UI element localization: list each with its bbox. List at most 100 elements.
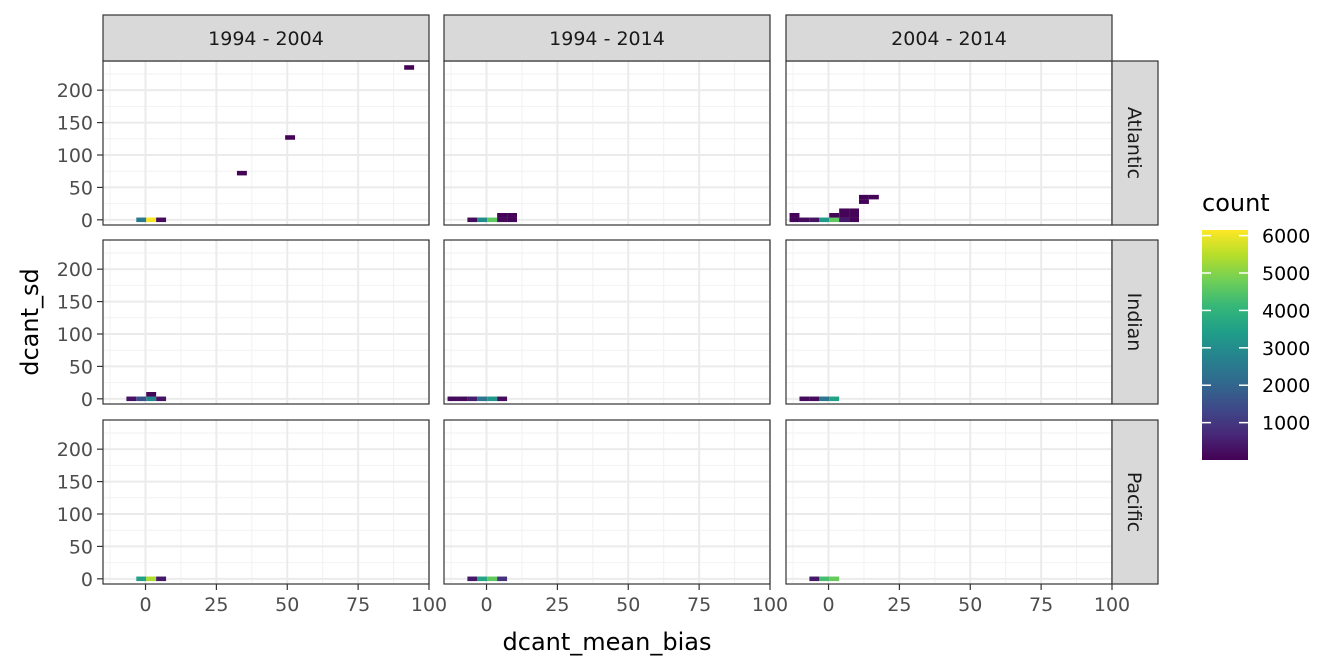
panels-layer: [102, 60, 1113, 585]
legend-tick-label: 1000: [1262, 413, 1310, 435]
colorbar: [1202, 230, 1248, 460]
heatmap-cell: [477, 576, 488, 582]
colorbar-legend: count 1000 2000 3000 4000 5000 6000: [1202, 189, 1310, 460]
column-strip-1994-2004: 1994 - 2004: [102, 14, 430, 62]
heatmap-cell: [136, 396, 147, 402]
heatmap-cell: [849, 208, 859, 214]
x-axis-title: dcant_mean_bias: [503, 628, 712, 656]
x-tick-label: 50: [275, 594, 299, 616]
panel-indian-2004-2014: [785, 239, 1113, 405]
panel-background: [103, 420, 429, 584]
x-tick-label: 50: [616, 594, 640, 616]
heatmap-cell: [477, 217, 488, 223]
heatmap-cell: [497, 213, 508, 218]
y-tick-label: 0: [81, 569, 93, 591]
legend-title: count: [1202, 189, 1270, 217]
heatmap-cell: [849, 213, 859, 218]
panel-background: [786, 61, 1112, 225]
heatmap-cell: [839, 213, 850, 218]
heatmap-cell: [819, 396, 830, 402]
panel-border: [102, 239, 430, 405]
strip-background: [1111, 60, 1159, 226]
heatmap-cell: [457, 396, 468, 402]
panel-atlantic-1994-2014: [443, 60, 771, 226]
panel-background: [786, 420, 1112, 584]
heatmap-cell: [156, 396, 167, 402]
y-tick-label: 50: [69, 536, 93, 558]
heatmap-cell: [136, 576, 147, 582]
heatmap-cell: [497, 576, 508, 582]
y-tick-label: 150: [57, 292, 93, 314]
x-tick-label: 25: [545, 594, 569, 616]
legend-tick-label: 4000: [1262, 300, 1310, 322]
panel-background: [444, 240, 770, 404]
x-tick-label: 0: [822, 594, 834, 616]
panel-background: [103, 240, 429, 404]
facet-strips: 1994 - 2004 1994 - 2014 2004 - 2014 Atlanti…: [102, 14, 1159, 585]
strip-background: [1111, 239, 1159, 405]
column-strip-label: 1994 - 2014: [549, 28, 665, 50]
legend-tick-label: 3000: [1262, 338, 1310, 360]
heatmap-cell: [858, 194, 869, 200]
heatmap-cell: [809, 576, 820, 582]
heatmap-cell: [146, 392, 157, 397]
strip-background: [785, 14, 1113, 62]
strip-background: [1111, 419, 1159, 585]
heatmap-cell: [829, 217, 840, 223]
panel-pacific-1994-2004: [102, 419, 430, 585]
x-tick-label: 75: [687, 594, 711, 616]
heatmap-cell: [809, 217, 820, 223]
y-axis-title: dcant_sd: [16, 268, 44, 376]
y-tick-label: 100: [57, 324, 93, 346]
panel-border: [443, 419, 771, 585]
x-tick-label: 100: [411, 594, 447, 616]
strip-background: [443, 14, 771, 62]
column-strip-label: 1994 - 2004: [208, 28, 324, 50]
heatmap-cell: [789, 213, 800, 218]
x-tick-label: 75: [346, 594, 370, 616]
x-tick-label: 50: [958, 594, 982, 616]
heatmap-cell: [404, 65, 415, 70]
heatmap-cell: [829, 576, 840, 582]
heatmap-cell: [156, 217, 167, 223]
heatmap-cell: [497, 217, 508, 223]
column-strip-label: 2004 - 2014: [891, 28, 1007, 50]
heatmap-cell: [467, 217, 478, 223]
x-tick-label: 75: [1029, 594, 1053, 616]
heatmap-cell: [507, 213, 517, 218]
heatmap-cell: [447, 396, 458, 402]
heatmap-cell: [156, 576, 167, 582]
heatmap-cell: [789, 217, 800, 223]
heatmap-cell: [236, 170, 247, 176]
y-tick-label: 200: [57, 80, 93, 102]
y-tick-label: 0: [81, 210, 93, 232]
panel-atlantic-1994-2004: [102, 60, 430, 226]
legend-tick-label: 6000: [1262, 226, 1310, 248]
panel-atlantic-2004-2014: [785, 60, 1113, 226]
panel-indian-1994-2004: [102, 239, 430, 405]
axes-layer: 0 50 100 150 200 0 50 100 150 200 0 50 100 150 200 0 25 5…: [57, 80, 1130, 616]
heatmap-cell: [467, 576, 478, 582]
panel-background: [786, 240, 1112, 404]
row-strip-atlantic: Atlantic: [1111, 60, 1159, 226]
panel-border: [443, 239, 771, 405]
panel-pacific-1994-2014: [443, 419, 771, 585]
heatmap-cell: [136, 217, 147, 223]
heatmap-cell: [126, 396, 137, 402]
heatmap-cell: [839, 208, 850, 214]
heatmap-cell: [285, 135, 296, 140]
heatmap-cell: [799, 217, 810, 223]
x-tick-label: 0: [480, 594, 492, 616]
heatmap-cell: [829, 213, 840, 218]
y-tick-label: 200: [57, 259, 93, 281]
x-tick-label: 100: [1094, 594, 1130, 616]
y-tick-label: 50: [69, 356, 93, 378]
y-tick-label: 0: [81, 389, 93, 411]
row-strip-label: Atlantic: [1123, 107, 1145, 179]
heatmap-cell: [839, 217, 850, 223]
panel-background: [103, 61, 429, 225]
heatmap-cell: [858, 199, 869, 204]
column-strip-1994-2014: 1994 - 2014: [443, 14, 771, 62]
row-strip-indian: Indian: [1111, 239, 1159, 405]
